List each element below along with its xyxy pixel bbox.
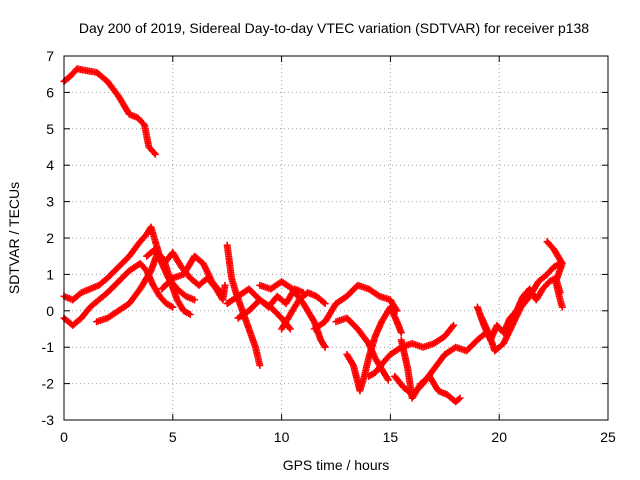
data-point: [455, 395, 463, 403]
chart-title: Day 200 of 2019, Sidereal Day-to-day VTE…: [79, 20, 589, 36]
y-axis-label: SDTVAR / TECUs: [6, 182, 22, 294]
x-tick-label: 25: [600, 429, 616, 445]
series-arc-10: [256, 278, 329, 351]
x-tick-label: 10: [274, 429, 290, 445]
data-point: [456, 394, 464, 402]
y-tick-label: 6: [46, 84, 54, 100]
y-tick-label: 1: [46, 266, 54, 282]
data-point: [216, 287, 224, 295]
series-arc-17: [397, 336, 464, 406]
series-arc-2: [60, 223, 199, 304]
data-point: [191, 296, 199, 304]
series-arc-3: [60, 259, 177, 329]
data-point: [285, 324, 293, 332]
series-arc-19: [478, 259, 564, 355]
x-tick-label: 5: [169, 429, 177, 445]
x-axis-ticks: 0 5 10 15 20 25: [60, 56, 616, 445]
series-arc-20: [543, 238, 566, 311]
data-point: [321, 343, 329, 351]
series-arc-1: [60, 65, 159, 158]
data-point: [397, 329, 405, 337]
data-point: [384, 376, 392, 384]
data-point: [217, 289, 225, 297]
x-tick-label: 15: [383, 429, 399, 445]
y-tick-label: -3: [42, 412, 55, 428]
y-tick-label: 5: [46, 121, 54, 137]
data-point: [146, 268, 154, 276]
series-arc-6: [158, 252, 225, 297]
data-point: [186, 310, 194, 318]
data-point: [321, 300, 329, 308]
y-axis-ticks: -3 -2 -1 0 1 2 3 4 5 6 7: [42, 48, 608, 428]
data-point: [256, 361, 264, 369]
data-point: [169, 303, 177, 311]
y-tick-label: 3: [46, 194, 54, 210]
x-tick-label: 20: [491, 429, 507, 445]
series-arc-11: [278, 289, 329, 333]
grid-lines: [64, 56, 608, 420]
series-arc-14: [343, 303, 405, 395]
y-tick-label: 2: [46, 230, 54, 246]
data-point: [320, 298, 328, 306]
y-tick-label: 7: [46, 48, 54, 64]
data-point: [151, 150, 159, 158]
data-point: [286, 325, 294, 333]
data-point: [450, 321, 458, 329]
data-point: [448, 323, 456, 331]
data-point: [221, 281, 229, 289]
data-points: [60, 65, 566, 406]
x-tick-label: 0: [60, 429, 68, 445]
data-point: [320, 342, 328, 350]
data-point: [309, 316, 317, 324]
y-tick-label: -2: [42, 376, 55, 392]
data-point: [150, 149, 158, 157]
y-tick-label: 0: [46, 303, 54, 319]
x-axis-label: GPS time / hours: [283, 457, 390, 473]
y-tick-label: 4: [46, 157, 54, 173]
data-point: [558, 303, 566, 311]
y-tick-label: -1: [42, 339, 55, 355]
series-arc-12: [310, 281, 401, 333]
